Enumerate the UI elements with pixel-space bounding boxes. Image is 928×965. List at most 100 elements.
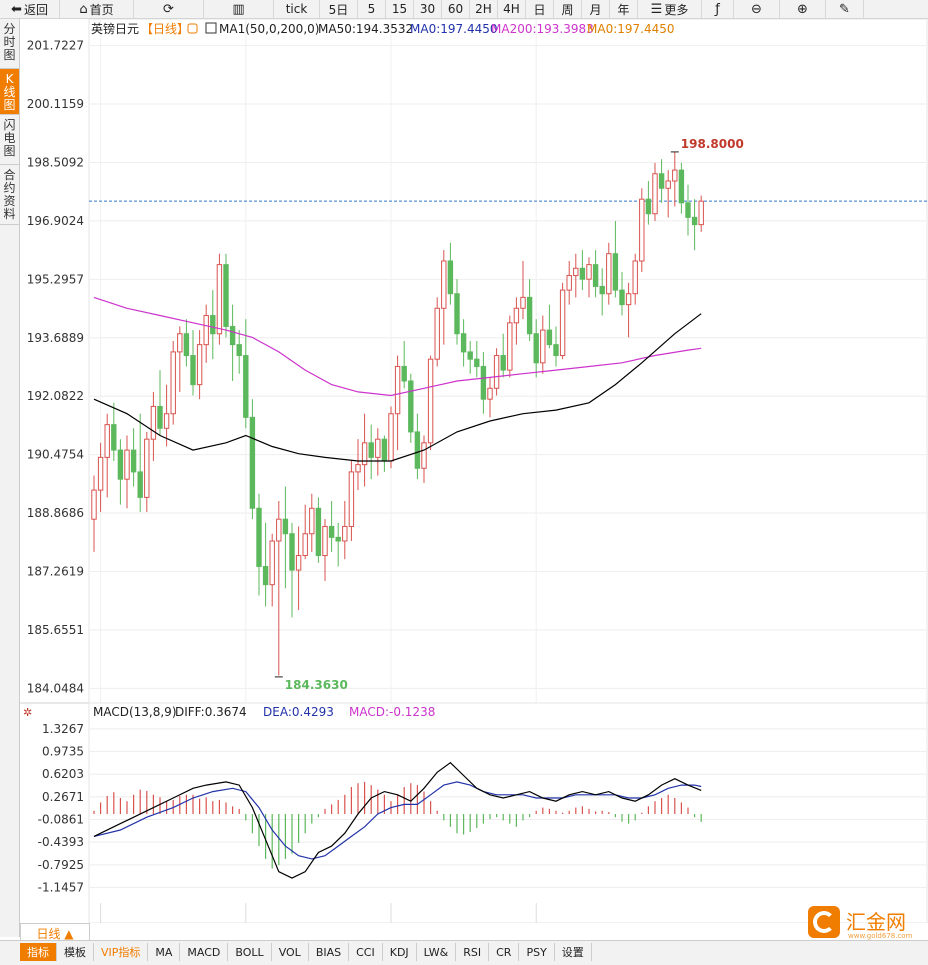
candle-88 [672,151,678,207]
kline-title: 英镑日元 [91,21,139,36]
candle-67 [533,319,539,378]
candle-69 [546,304,553,349]
candle-body-35 [322,525,328,557]
indicator-13[interactable]: PSY [519,943,555,961]
candle-15 [190,330,196,396]
candle-79 [612,221,619,298]
candle-body-79 [612,253,619,291]
chart-svg[interactable]: 201.7227 200.1159 198.5092 196.9024 195.2957… [20,18,928,936]
kline-y-tick-11: 184.0484 [27,681,84,695]
indicator-2[interactable]: VIP指标 [94,943,149,961]
candle-64 [513,297,520,345]
toolbar: ⬅ 返回 ⌂ 首页 ⟳ ▥ tick 5日 5 15 30 60 2H 4H 日周月年 ☰ 更多 ƒ ⊖ ⊕ ✎ [0,0,928,19]
refresh-button[interactable]: ⟳ [134,0,204,18]
side-tab-1[interactable]: K线图 [0,69,19,115]
kline-y-tick-0: 201.7227 [27,39,84,53]
candle-body-78 [606,253,612,295]
candle-body-1 [97,456,104,491]
candle-71 [559,282,566,360]
macd-y-tick-4: -0.0861 [38,813,84,827]
period-0[interactable]: tick [274,0,320,18]
back-button[interactable]: ⬅ 返回 [0,0,60,18]
candle-86 [658,159,665,203]
indicator-4[interactable]: MACD [180,943,229,961]
period-1[interactable]: 5日 [320,0,358,18]
home-button[interactable]: ⌂ 首页 [60,0,134,18]
indicator-0[interactable]: 指标 [20,943,57,961]
candle-body-76 [592,264,599,287]
side-tab-2[interactable]: 闪电图 [0,115,19,165]
candle-35 [322,519,328,581]
indicator-5[interactable]: BOLL [228,943,272,961]
candle-10 [157,370,163,436]
candle-20 [223,253,229,338]
candle-body-58 [474,358,480,367]
period-10[interactable]: 月 [582,0,610,18]
candle-body-40 [355,464,361,473]
kline-period-label: 【日线】 [141,22,189,36]
period-2[interactable]: 5 [358,0,386,18]
candle-83 [639,188,645,272]
candle-70 [553,326,559,367]
period-9[interactable]: 周 [554,0,582,18]
indicator-14[interactable]: 设置 [555,943,592,961]
candle-body-67 [533,333,539,364]
candle-body-48 [408,380,414,433]
period-6[interactable]: 2H [470,0,498,18]
indicator-10[interactable]: LW& [417,943,457,961]
candle-body-44 [381,438,388,462]
candle-72 [566,261,572,305]
candle-body-50 [421,442,427,469]
side-tab-3[interactable]: 合约资料 [0,165,19,225]
macd-y-tick-2: 0.6203 [42,767,84,781]
candle-65 [520,261,526,320]
kline-legend-0: MA1(50,0,200,0) [219,22,319,36]
logo-mark-icon [808,906,840,938]
macd-y-tick-5: -0.4393 [38,835,84,849]
chart-area[interactable]: 201.7227 200.1159 198.5092 196.9024 195.2957… [20,18,928,936]
chart-type-button[interactable]: ▥ [204,0,274,18]
candle-92 [698,195,704,232]
period-8[interactable]: 日 [526,0,554,18]
candle-body-28 [276,518,282,542]
side-tab-0[interactable]: 分时图 [0,19,19,69]
candle-body-47 [401,365,407,382]
zoom-out-button[interactable]: ⊖ [734,0,780,18]
period-5[interactable]: 60 [442,0,470,18]
indicator-12[interactable]: CR [489,943,520,961]
candle-body-8 [144,438,150,498]
period-7[interactable]: 4H [498,0,526,18]
period-3[interactable]: 15 [386,0,414,18]
candle-28 [276,501,282,676]
indicator-11[interactable]: RSI [456,943,490,961]
candle-80 [619,271,625,316]
home-icon: ⌂ [79,1,88,17]
period-11[interactable]: 年 [610,0,638,18]
indicator-6[interactable]: VOL [272,943,309,961]
period-tab[interactable]: 日线 ▲ [20,923,90,942]
indicator-1[interactable]: 模板 [57,943,94,961]
formula-button[interactable]: ƒ [702,0,734,18]
candle-30 [289,522,295,618]
draw-button[interactable]: ✎ [826,0,864,18]
candle-body-59 [480,365,487,400]
candle-34 [315,497,322,563]
candle-body-72 [566,275,572,291]
indicator-3[interactable]: MA [148,943,181,961]
ma-toggle-icon [205,22,217,34]
candle-body-46 [394,365,401,415]
candle-body-45 [388,413,394,462]
candle-body-52 [434,307,440,360]
more-button[interactable]: ☰ 更多 [638,0,702,18]
candle-16 [196,330,203,400]
indicator-9[interactable]: KDJ [383,943,417,961]
zoom-in-button[interactable]: ⊕ [780,0,826,18]
candle-body-23 [243,355,249,418]
candle-63 [507,315,513,378]
candle-50 [421,435,427,483]
period-4[interactable]: 30 [414,0,442,18]
indicator-7[interactable]: BIAS [309,943,350,961]
candle-31 [295,526,302,611]
candle-body-62 [500,355,506,371]
indicator-8[interactable]: CCI [349,943,383,961]
